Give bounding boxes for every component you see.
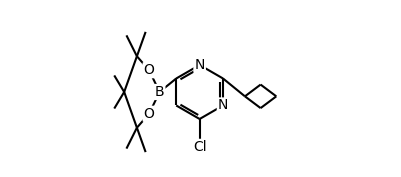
Text: O: O	[144, 107, 154, 121]
Text: B: B	[155, 85, 164, 99]
Text: N: N	[194, 58, 205, 72]
Text: Cl: Cl	[193, 140, 207, 154]
Text: O: O	[144, 63, 154, 77]
Text: N: N	[218, 98, 228, 113]
